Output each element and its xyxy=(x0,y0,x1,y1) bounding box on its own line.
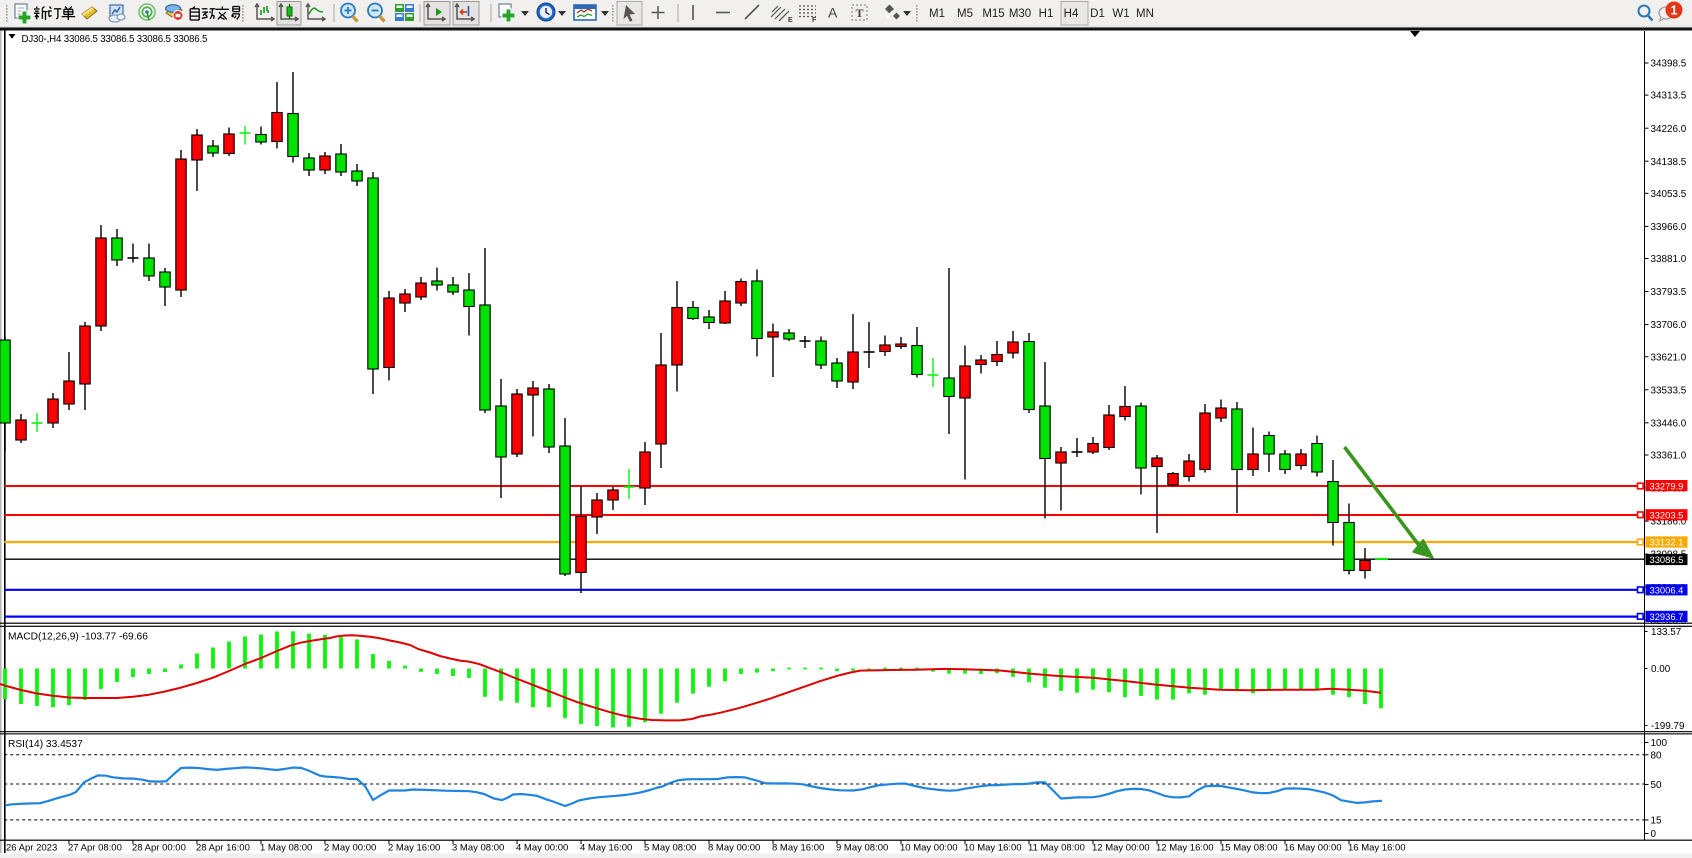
svg-text:12 May 00:00: 12 May 00:00 xyxy=(1092,843,1150,854)
svg-text:16 May 00:00: 16 May 00:00 xyxy=(1284,843,1342,854)
svg-text:33132.1: 33132.1 xyxy=(1650,537,1684,548)
svg-text:A: A xyxy=(828,5,838,21)
svg-text:8 May 16:00: 8 May 16:00 xyxy=(772,843,824,854)
svg-text:32936.7: 32936.7 xyxy=(1650,611,1684,622)
svg-text:10 May 00:00: 10 May 00:00 xyxy=(900,843,958,854)
svg-text:34398.5: 34398.5 xyxy=(1651,59,1687,70)
svg-text:34138.5: 34138.5 xyxy=(1651,157,1687,168)
svg-text:10 May 16:00: 10 May 16:00 xyxy=(964,843,1022,854)
svg-text:DJ30-,H4 33086.5 33086.5 3308: DJ30-,H4 33086.5 33086.5 33086.5 33086.5 xyxy=(22,34,208,45)
svg-text:33446.0: 33446.0 xyxy=(1651,418,1687,429)
svg-text:133.57: 133.57 xyxy=(1651,627,1681,638)
svg-text:16 May 16:00: 16 May 16:00 xyxy=(1348,843,1406,854)
svg-text:1 May 08:00: 1 May 08:00 xyxy=(260,843,312,854)
svg-text:33279.9: 33279.9 xyxy=(1650,480,1684,491)
svg-text:1: 1 xyxy=(1671,4,1678,18)
svg-text:2 May 16:00: 2 May 16:00 xyxy=(388,843,440,854)
svg-text:100: 100 xyxy=(1651,738,1668,749)
svg-text:11 May 08:00: 11 May 08:00 xyxy=(1028,843,1085,854)
svg-text:8 May 00:00: 8 May 00:00 xyxy=(708,843,760,854)
svg-text:34313.5: 34313.5 xyxy=(1651,91,1687,102)
svg-text:33793.5: 33793.5 xyxy=(1651,287,1687,298)
svg-text:33006.4: 33006.4 xyxy=(1650,585,1684,596)
svg-text:2 May 00:00: 2 May 00:00 xyxy=(324,843,376,854)
svg-text:12 May 16:00: 12 May 16:00 xyxy=(1156,843,1214,854)
svg-text:27 Apr 08:00: 27 Apr 08:00 xyxy=(68,843,122,854)
svg-text:0: 0 xyxy=(1651,829,1657,840)
svg-text:33086.5: 33086.5 xyxy=(1650,554,1684,565)
svg-text:MACD(12,26,9) -103.77 -69.66: MACD(12,26,9) -103.77 -69.66 xyxy=(8,632,148,643)
svg-text:33203.5: 33203.5 xyxy=(1650,510,1684,521)
svg-text:33706.0: 33706.0 xyxy=(1651,320,1687,331)
svg-text:H4: H4 xyxy=(1064,8,1079,20)
svg-text:33361.0: 33361.0 xyxy=(1651,451,1687,462)
svg-text:15: 15 xyxy=(1651,816,1662,827)
svg-text:9 May 08:00: 9 May 08:00 xyxy=(836,843,888,854)
svg-text:0.00: 0.00 xyxy=(1651,664,1671,675)
svg-text:F: F xyxy=(812,17,817,24)
svg-text:50: 50 xyxy=(1651,780,1662,791)
svg-text:-199.79: -199.79 xyxy=(1651,721,1685,732)
svg-text:34053.5: 34053.5 xyxy=(1651,189,1687,200)
svg-text:4 May 00:00: 4 May 00:00 xyxy=(516,843,568,854)
svg-text:5 May 08:00: 5 May 08:00 xyxy=(644,843,696,854)
svg-text:M1: M1 xyxy=(929,8,945,20)
svg-text:33966.0: 33966.0 xyxy=(1651,222,1687,233)
svg-text:80: 80 xyxy=(1651,750,1662,761)
svg-text:26 Apr 2023: 26 Apr 2023 xyxy=(6,843,57,854)
svg-text:33533.5: 33533.5 xyxy=(1651,385,1687,396)
svg-text:33186.0: 33186.0 xyxy=(1651,517,1687,528)
svg-text:RSI(14) 33.4537: RSI(14) 33.4537 xyxy=(8,739,83,750)
svg-text:15 May 08:00: 15 May 08:00 xyxy=(1220,843,1278,854)
svg-text:H1: H1 xyxy=(1039,8,1054,20)
svg-text:M15: M15 xyxy=(982,8,1004,20)
svg-text:T: T xyxy=(856,6,864,20)
svg-text:3 May 08:00: 3 May 08:00 xyxy=(452,843,504,854)
svg-text:34226.0: 34226.0 xyxy=(1651,124,1687,135)
svg-text:33881.0: 33881.0 xyxy=(1651,254,1687,265)
svg-text:E: E xyxy=(788,17,793,24)
svg-text:33621.0: 33621.0 xyxy=(1651,352,1687,363)
svg-text:28 Apr 16:00: 28 Apr 16:00 xyxy=(196,843,250,854)
svg-text:4 May 16:00: 4 May 16:00 xyxy=(580,843,632,854)
svg-text:MN: MN xyxy=(1136,8,1154,20)
svg-text:W1: W1 xyxy=(1112,8,1129,20)
svg-text:M5: M5 xyxy=(957,8,973,20)
svg-text:28 Apr 00:00: 28 Apr 00:00 xyxy=(132,843,186,854)
svg-text:D1: D1 xyxy=(1090,8,1105,20)
svg-text:M30: M30 xyxy=(1009,8,1031,20)
